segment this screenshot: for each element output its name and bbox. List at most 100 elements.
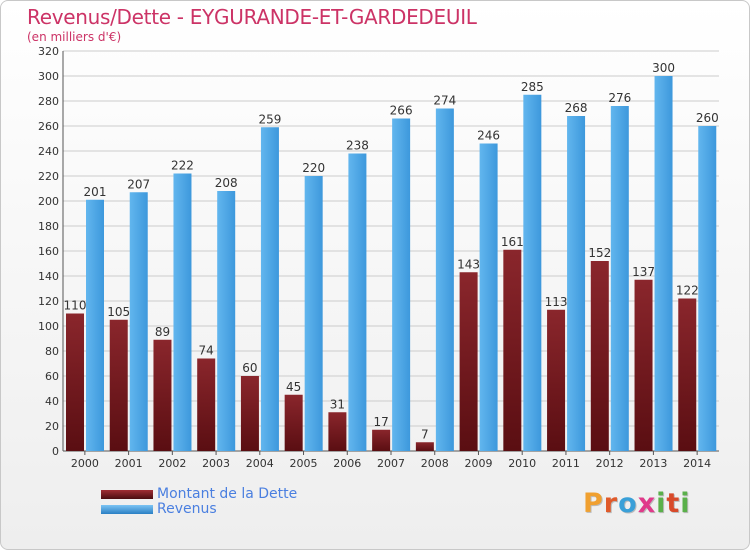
legend-label-revenus: Revenus <box>157 501 217 517</box>
bar-revenus <box>523 94 542 451</box>
y-tick-label: 200 <box>38 195 59 208</box>
bar-revenus <box>479 143 498 451</box>
y-tick-label: 140 <box>38 270 59 283</box>
x-tick-label: 2006 <box>333 457 361 470</box>
x-tick-label: 2010 <box>508 457 536 470</box>
x-tick-label: 2014 <box>683 457 711 470</box>
bar-revenus <box>217 191 236 451</box>
bar-dette <box>109 319 128 451</box>
x-tick-label: 2001 <box>115 457 143 470</box>
bar-revenus <box>610 106 629 451</box>
bar-dette <box>547 309 566 451</box>
data-label-dette: 17 <box>373 415 388 429</box>
y-tick-label: 320 <box>38 45 59 58</box>
bar-dette <box>590 261 609 451</box>
bar-dette <box>459 272 478 451</box>
data-label-revenus: 266 <box>390 104 413 118</box>
bar-revenus <box>173 173 192 451</box>
y-tick-label: 220 <box>38 170 59 183</box>
data-label-revenus: 259 <box>258 112 281 126</box>
bar-revenus <box>304 176 323 451</box>
data-label-revenus: 201 <box>84 185 107 199</box>
y-tick-label: 40 <box>45 395 59 408</box>
bar-revenus <box>348 153 367 451</box>
data-label-dette: 110 <box>64 299 87 313</box>
y-tick-label: 260 <box>38 120 59 133</box>
data-label-dette: 45 <box>286 380 301 394</box>
data-label-dette: 113 <box>545 295 568 309</box>
data-label-dette: 89 <box>155 325 170 339</box>
bar-dette <box>66 313 84 451</box>
data-label-dette: 60 <box>242 361 257 375</box>
y-tick-label: 0 <box>52 445 59 458</box>
x-tick-label: 2002 <box>158 457 186 470</box>
y-tick-label: 20 <box>45 420 59 433</box>
bar-dette <box>372 429 391 451</box>
x-tick-label: 2003 <box>202 457 230 470</box>
bar-dette <box>197 358 216 451</box>
bar-revenus <box>392 118 411 451</box>
data-label-dette: 31 <box>330 397 345 411</box>
bar-revenus <box>567 116 586 451</box>
data-label-revenus: 222 <box>171 159 194 173</box>
data-label-revenus: 300 <box>652 61 675 75</box>
data-label-dette: 105 <box>107 305 130 319</box>
y-tick-label: 60 <box>45 370 59 383</box>
data-label-revenus: 260 <box>696 111 719 125</box>
data-label-revenus: 220 <box>302 161 325 175</box>
data-label-dette: 137 <box>632 265 655 279</box>
y-tick-label: 80 <box>45 345 59 358</box>
bar-revenus <box>260 127 279 451</box>
bar-dette <box>634 279 653 451</box>
data-label-revenus: 274 <box>433 94 456 108</box>
data-label-revenus: 268 <box>565 101 588 115</box>
x-tick-label: 2007 <box>377 457 405 470</box>
bar-revenus <box>654 76 673 451</box>
data-label-revenus: 207 <box>127 177 150 191</box>
bar-dette <box>328 412 347 451</box>
x-tick-label: 2012 <box>596 457 624 470</box>
bar-revenus <box>698 126 717 451</box>
bar-dette <box>415 442 434 451</box>
y-tick-label: 240 <box>38 145 59 158</box>
legend-swatch-dette <box>101 490 153 499</box>
chart-title: Revenus/Dette - EYGURANDE-ET-GARDEDEUIL <box>27 5 477 29</box>
proxiti-logo: Proxiti <box>583 488 691 519</box>
data-label-revenus: 285 <box>521 80 544 94</box>
data-label-revenus: 208 <box>215 176 238 190</box>
data-label-dette: 74 <box>199 344 214 358</box>
y-tick-label: 280 <box>38 95 59 108</box>
data-label-dette: 122 <box>676 284 699 298</box>
data-label-revenus: 276 <box>608 91 631 105</box>
y-tick-label: 120 <box>38 295 59 308</box>
x-tick-label: 2011 <box>552 457 580 470</box>
x-tick-label: 2005 <box>290 457 318 470</box>
bar-dette <box>240 376 259 451</box>
x-tick-label: 2008 <box>421 457 449 470</box>
x-tick-label: 2009 <box>464 457 492 470</box>
bar-dette <box>153 339 172 451</box>
x-tick-label: 2004 <box>246 457 274 470</box>
legend-label-dette: Montant de la Dette <box>157 486 298 502</box>
bar-dette <box>503 249 522 451</box>
y-tick-label: 180 <box>38 220 59 233</box>
y-tick-label: 300 <box>38 70 59 83</box>
data-label-dette: 152 <box>588 246 611 260</box>
bar-revenus <box>129 192 148 451</box>
legend-swatch-revenus <box>101 505 153 514</box>
data-label-dette: 143 <box>457 257 480 271</box>
y-tick-label: 100 <box>38 320 59 333</box>
bar-dette <box>678 298 697 451</box>
bar-revenus <box>86 199 104 451</box>
data-label-revenus: 246 <box>477 129 500 143</box>
chart-subtitle: (en milliers d'€) <box>27 30 122 44</box>
bar-dette <box>284 394 303 451</box>
data-label-dette: 7 <box>421 427 429 441</box>
bar-revenus <box>435 108 454 451</box>
data-label-dette: 161 <box>501 235 524 249</box>
y-tick-label: 160 <box>38 245 59 258</box>
x-tick-label: 2000 <box>71 457 99 470</box>
x-tick-label: 2013 <box>639 457 667 470</box>
